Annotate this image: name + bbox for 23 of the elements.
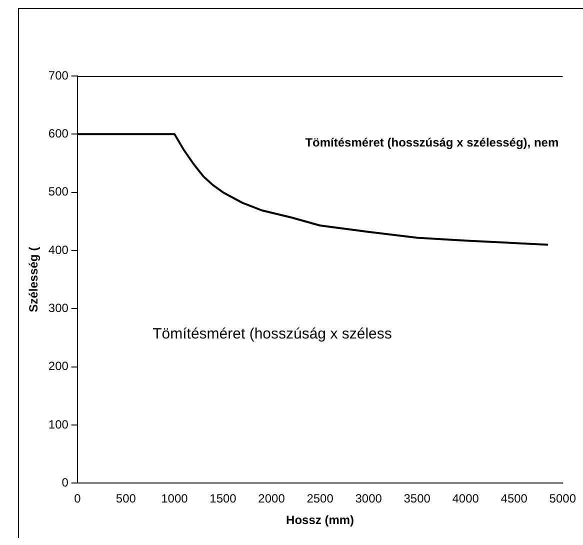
- y-tick-label: 500: [48, 184, 69, 199]
- x-tick-label: 3000: [355, 492, 382, 506]
- x-tick-label: 2000: [258, 492, 286, 506]
- x-tick-label: 4000: [452, 492, 480, 506]
- x-tick-label: 1000: [161, 492, 188, 506]
- x-tick-label: 4500: [500, 492, 528, 506]
- y-tick-label: 200: [48, 359, 69, 374]
- y-tick-label: 700: [48, 68, 69, 82]
- y-axis-title: Szélesség (: [26, 246, 41, 312]
- x-tick-label: 500: [116, 492, 136, 506]
- x-tick-label: 3500: [404, 492, 431, 506]
- x-tick-label: 2500: [306, 492, 334, 506]
- x-tick-label: 1500: [210, 492, 237, 506]
- x-axis-title: Hossz (mm): [286, 513, 354, 528]
- y-tick-label: 100: [48, 417, 69, 432]
- annotation: Tömítésméret (hosszúság x szélesség), nem: [305, 136, 559, 150]
- y-tick-label: 600: [48, 126, 69, 140]
- y-tick-label: 400: [48, 242, 69, 257]
- y-tick-label: 0: [62, 476, 69, 490]
- y-tick-label: 300: [48, 301, 69, 315]
- x-tick-label: 0: [74, 492, 82, 506]
- x-tick-label: 5000: [549, 492, 576, 506]
- annotation: Tömítésméret (hosszúság x széless: [152, 326, 392, 343]
